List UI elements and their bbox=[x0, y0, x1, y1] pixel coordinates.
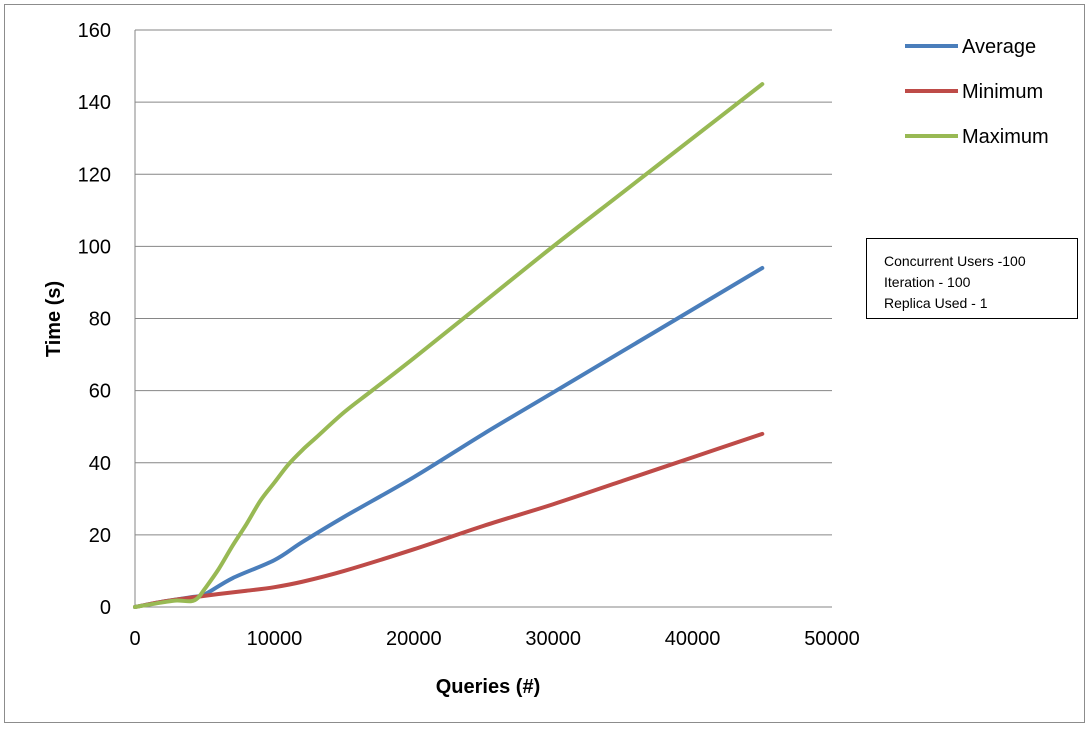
y-tick-label: 140 bbox=[78, 92, 111, 114]
y-tick-label: 100 bbox=[78, 236, 111, 258]
y-tick-label: 40 bbox=[89, 453, 111, 475]
y-tick-labels: 0 20 40 60 80 100 120 140 160 bbox=[78, 20, 111, 619]
legend-label-average: Average bbox=[962, 36, 1036, 58]
axes bbox=[134, 30, 832, 608]
x-tick-label: 10000 bbox=[247, 628, 303, 650]
y-tick-label: 0 bbox=[100, 597, 111, 619]
series-lines bbox=[133, 82, 765, 609]
annotation-box: Concurrent Users -100 Iteration - 100 Re… bbox=[866, 238, 1078, 319]
legend: Average Minimum Maximum bbox=[905, 36, 1049, 148]
x-tick-label: 30000 bbox=[525, 628, 581, 650]
chart-frame bbox=[4, 4, 1085, 723]
x-axis-title: Queries (#) bbox=[436, 676, 540, 698]
annotation-line-iteration: Iteration - 100 bbox=[884, 274, 971, 290]
x-tick-label: 50000 bbox=[804, 628, 860, 650]
y-axis-title: Time (s) bbox=[43, 281, 65, 357]
y-tick-label: 120 bbox=[78, 164, 111, 186]
series-line-maximum bbox=[133, 82, 765, 609]
legend-label-minimum: Minimum bbox=[962, 81, 1043, 103]
y-tick-label: 20 bbox=[89, 525, 111, 547]
annotation-line-replica: Replica Used - 1 bbox=[884, 295, 988, 311]
gridlines bbox=[135, 29, 832, 536]
x-tick-labels: 0 10000 20000 30000 40000 50000 bbox=[129, 628, 859, 650]
y-tick-label: 160 bbox=[78, 20, 111, 42]
x-tick-label: 40000 bbox=[665, 628, 721, 650]
annotation-line-users: Concurrent Users -100 bbox=[884, 253, 1026, 269]
y-tick-label: 60 bbox=[89, 381, 111, 403]
x-tick-label: 20000 bbox=[386, 628, 442, 650]
legend-label-maximum: Maximum bbox=[962, 126, 1049, 148]
y-tick-label: 80 bbox=[89, 309, 111, 331]
x-tick-label: 0 bbox=[129, 628, 140, 650]
